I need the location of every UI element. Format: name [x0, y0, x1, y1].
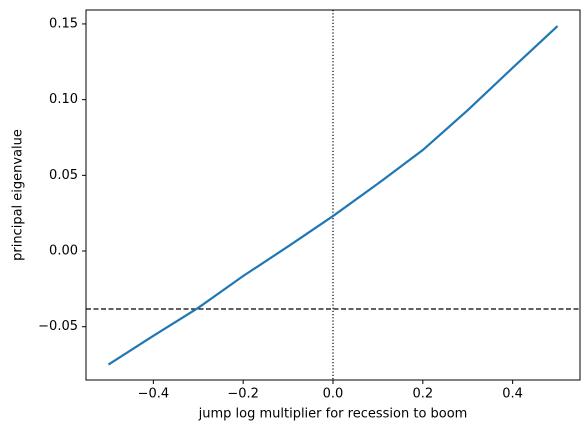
y-tick-label: 0.00 — [49, 244, 78, 259]
x-tick-label: 0.0 — [323, 387, 344, 402]
y-tick-label: 0.15 — [49, 16, 78, 31]
x-tick-label: 0.4 — [502, 387, 523, 402]
y-tick-label: 0.10 — [49, 92, 78, 107]
x-tick-label: −0.2 — [227, 387, 259, 402]
plot-frame — [85, 9, 581, 381]
x-tick-label: 0.2 — [412, 387, 433, 402]
y-tick-label: −0.05 — [38, 319, 78, 334]
data-line — [107, 25, 559, 366]
y-axis-label: principal eigenvalue — [11, 129, 26, 261]
x-tick-label: −0.4 — [138, 387, 170, 402]
x-axis-label: jump log multiplier for recession to boo… — [198, 407, 468, 422]
y-tick-label: 0.05 — [49, 168, 78, 183]
